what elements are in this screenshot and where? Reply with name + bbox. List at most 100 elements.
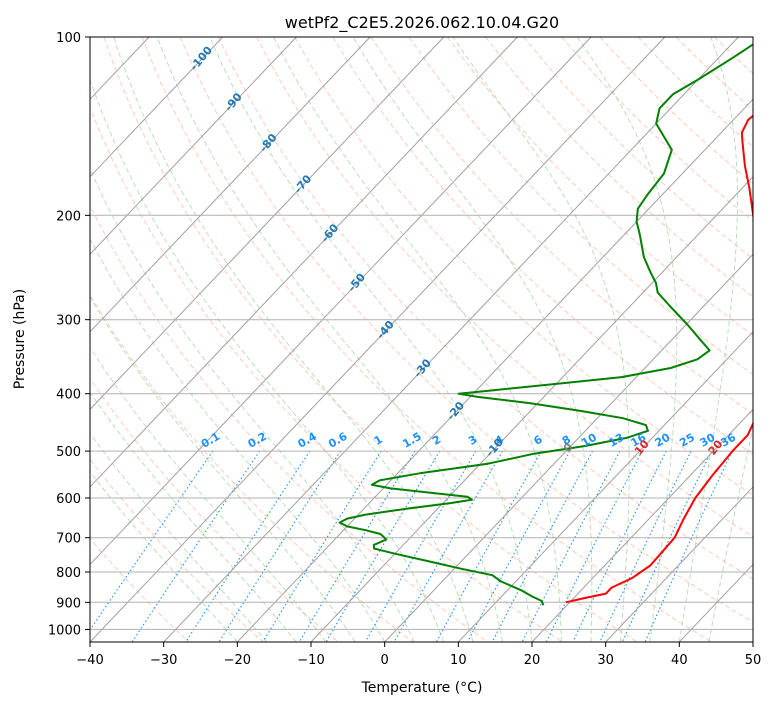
x-tick-label: 30 xyxy=(597,653,614,668)
dry-adiabat-line xyxy=(332,37,753,455)
dry-adiabat-line xyxy=(485,37,753,298)
isotherm-line xyxy=(90,37,297,256)
y-axis-label: Pressure (hPa) xyxy=(12,289,28,389)
mixing-ratio-label: 3 xyxy=(466,433,479,448)
isotherm-label: -50 xyxy=(345,271,368,295)
moist-adiabat-line xyxy=(452,37,630,642)
mixing-ratio-line xyxy=(218,450,341,642)
mixing-ratio-line xyxy=(467,450,571,642)
isotherm-line xyxy=(531,408,753,642)
mixing-ratio-line xyxy=(572,450,667,642)
isotherm-line xyxy=(310,176,753,642)
mixing-ratio-label: 20 xyxy=(653,431,673,450)
y-axis: 100 200 300 400 500 600 700 800 900 1000 xyxy=(48,31,90,638)
mixing-ratio-label: 6 xyxy=(531,433,544,448)
isotherm-line xyxy=(90,37,224,178)
plot-area: 0.1 0.2 0.4 0.6 1 1.5 2 3 4 6 8 10 13 16 20 25 30 36-100-… xyxy=(0,37,753,642)
y-tick-label: 900 xyxy=(56,596,81,611)
mixing-ratio-line xyxy=(621,450,712,642)
isotherm-line xyxy=(90,37,666,642)
y-tick-label: 600 xyxy=(56,492,81,507)
isotherm-line xyxy=(90,37,592,566)
x-axis-label: Temperature (°C) xyxy=(361,680,483,696)
dry-adiabat-line xyxy=(523,37,753,260)
x-tick-label: −10 xyxy=(297,653,324,668)
isotherms xyxy=(0,37,753,642)
isotherm-line xyxy=(457,331,753,642)
isotherm-line xyxy=(163,37,739,642)
isotherm-line xyxy=(0,37,2,642)
moist-adiabat-line xyxy=(90,237,386,642)
y-tick-label: 800 xyxy=(56,566,81,581)
dry-adiabat-line xyxy=(561,37,753,222)
x-axis: −40 −30 −20 −10 0 10 20 30 40 50 xyxy=(76,642,761,668)
isotherm-label: -20 xyxy=(444,399,467,423)
dry-adiabat-line xyxy=(752,37,753,39)
dry-adiabat-line xyxy=(90,204,488,642)
dry-adiabat-line xyxy=(90,377,339,642)
moist-adiabats xyxy=(90,37,753,642)
x-tick-label: 20 xyxy=(524,653,541,668)
isotherm-line xyxy=(90,37,371,333)
moist-adiabat-line xyxy=(90,295,356,642)
sounding-series xyxy=(338,43,753,606)
isotherm-label: -100 xyxy=(187,44,215,74)
mixing-ratio-label: 0.1 xyxy=(199,430,222,451)
isotherm-label: -60 xyxy=(319,221,342,245)
plot-frame xyxy=(89,36,754,643)
mixing-ratio-label: 0.6 xyxy=(326,430,350,451)
x-tick-label: 0 xyxy=(381,653,389,668)
isotherm-line xyxy=(605,486,753,642)
mixing-ratio-line xyxy=(298,450,416,642)
dry-adiabat-line xyxy=(408,37,753,375)
mixing-ratio-line xyxy=(393,450,503,642)
dry-adiabat-line xyxy=(256,37,753,538)
dry-adiabat-line xyxy=(90,537,190,642)
moist-adiabat-line xyxy=(90,391,297,642)
isotherm-line xyxy=(384,253,753,642)
isotherm-label: -40 xyxy=(374,318,397,342)
mixing-ratio-label: 25 xyxy=(677,431,697,450)
y-tick-label: 200 xyxy=(56,209,81,224)
mixing-ratio-line xyxy=(90,450,214,631)
chart-title: wetPf2_C2E5.2026.062.10.04.G20 xyxy=(285,13,559,33)
mixing-ratio-label: 1.5 xyxy=(400,430,423,451)
dry-adiabat-line xyxy=(370,37,753,415)
x-tick-label: −40 xyxy=(76,653,103,668)
mixing-ratio-label: 1 xyxy=(372,433,385,448)
x-tick-label: 40 xyxy=(671,653,688,668)
dry-adiabat-line xyxy=(446,37,753,336)
y-tick-label: 100 xyxy=(56,31,81,46)
mixing-ratio-line xyxy=(599,450,692,642)
isotherm-label: -90 xyxy=(222,90,245,114)
moist-adiabat-line xyxy=(209,37,533,642)
moist-adiabat-line xyxy=(90,78,445,642)
x-tick-label: 10 xyxy=(450,653,467,668)
isotherm-line xyxy=(752,641,753,642)
moist-adiabat-line xyxy=(90,432,268,642)
x-tick-label: −20 xyxy=(224,653,251,668)
dry-adiabat-line xyxy=(90,106,563,642)
y-tick-label: 700 xyxy=(56,532,81,547)
dry-adiabat-line xyxy=(294,37,753,496)
sounding-series-line xyxy=(565,114,753,604)
isotherm-line xyxy=(90,37,518,488)
sounding-series-line xyxy=(338,43,753,606)
isotherm-line xyxy=(236,98,753,642)
dry-adiabat-line xyxy=(179,37,753,623)
dry-adiabat-line xyxy=(141,37,712,642)
isotherm-label: -30 xyxy=(411,356,434,380)
y-tick-label: 300 xyxy=(56,314,81,329)
moist-adiabat-line xyxy=(90,346,327,642)
moist-adiabat-line xyxy=(90,470,238,642)
mixing-ratio-line xyxy=(262,450,382,642)
y-tick-label: 500 xyxy=(56,445,81,460)
mixing-ratio-label: 0.4 xyxy=(295,430,319,451)
mixing-ratio-label: 2 xyxy=(430,433,443,448)
moist-adiabat-line xyxy=(708,425,753,642)
y-tick-label: 1000 xyxy=(48,623,81,638)
mixing-ratio-line xyxy=(644,450,733,642)
mixing-ratio-line xyxy=(491,450,594,642)
moist-adiabat-line xyxy=(156,37,503,642)
